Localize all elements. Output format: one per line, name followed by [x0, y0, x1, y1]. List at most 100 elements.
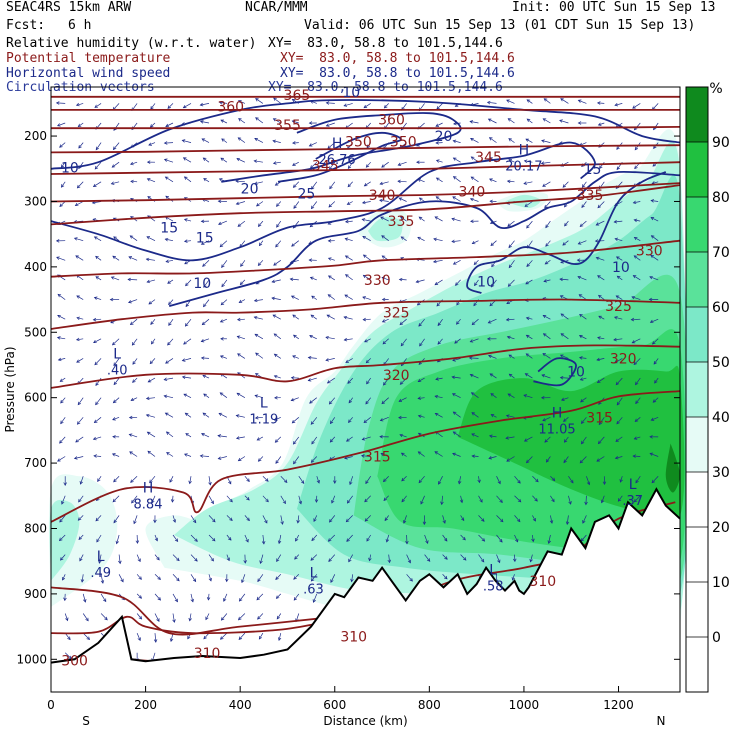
circulation-vector-head — [76, 421, 81, 425]
circulation-vector-head — [93, 454, 97, 458]
circulation-vector-head — [580, 399, 584, 403]
circulation-vector-head — [113, 381, 118, 386]
circulation-vector — [165, 238, 174, 242]
circulation-vector-head — [654, 379, 658, 384]
circulation-vector-head — [146, 279, 151, 284]
circulation-vector-head — [282, 500, 286, 505]
circulation-vector — [344, 456, 353, 459]
circulation-vector — [183, 393, 192, 399]
circulation-vector — [154, 574, 161, 580]
circulation-vector-head — [325, 358, 330, 362]
circulation-vector-head — [73, 456, 78, 460]
circulation-vector-head — [129, 451, 133, 455]
circulation-vector-head — [75, 255, 79, 259]
circulation-vector-head — [416, 301, 421, 306]
circulation-vector — [496, 515, 504, 522]
circulation-vector-head — [199, 120, 204, 124]
circulation-vector-head — [271, 296, 275, 301]
circulation-vector-head — [615, 295, 620, 299]
circulation-vector — [348, 417, 353, 423]
circulation-vector-head — [632, 105, 636, 109]
circulation-vector-head — [505, 317, 510, 322]
circulation-vector-head — [237, 616, 242, 621]
circulation-vector — [328, 554, 336, 562]
colorbar-label: 0 — [712, 630, 721, 646]
circulation-vector — [401, 495, 407, 503]
circulation-vector-head — [80, 579, 85, 583]
circulation-vector-head — [130, 179, 134, 184]
fcst-label: Fcst: — [6, 18, 46, 33]
circulation-vector-head — [246, 478, 250, 483]
circulation-vector-head — [77, 123, 82, 128]
circulation-vector — [132, 358, 138, 365]
circulation-vector-head — [471, 454, 476, 458]
circulation-vector-head — [236, 157, 240, 162]
circulation-vector — [57, 456, 66, 462]
circulation-vector — [61, 495, 66, 505]
circulation-vector — [400, 338, 407, 347]
circulation-vector-head — [348, 419, 352, 423]
circulation-vector — [77, 417, 84, 425]
circulation-vector-head — [238, 299, 243, 303]
circulation-vector — [579, 294, 587, 300]
circulation-vector-head — [112, 498, 117, 503]
circulation-vector-head — [350, 578, 354, 583]
circulation-vector-head — [362, 296, 366, 300]
circulation-vector — [328, 534, 336, 542]
circulation-vector — [293, 334, 299, 340]
circulation-vector — [541, 374, 551, 379]
circulation-vector — [75, 436, 84, 443]
circulation-vector — [634, 219, 641, 222]
circulation-vector — [79, 554, 84, 561]
circulation-vector — [262, 495, 269, 502]
circulation-vector — [652, 338, 659, 345]
circulation-vector-head — [241, 579, 245, 584]
circulation-vector-head — [110, 181, 115, 185]
circulation-vector-head — [203, 393, 207, 397]
circulation-vector — [259, 632, 264, 640]
circulation-vector-head — [435, 159, 440, 163]
circulation-vector-head — [615, 381, 620, 386]
circulation-vector — [257, 436, 264, 441]
circulation-vector — [563, 456, 569, 463]
circulation-vector — [190, 515, 197, 523]
circulation-vector — [293, 201, 300, 209]
circulation-vector — [548, 534, 551, 544]
circulation-vector-head — [163, 394, 168, 399]
circulation-vector-head — [129, 321, 134, 326]
circulation-vector-head — [146, 160, 151, 164]
circulation-vector-head — [112, 255, 116, 259]
circulation-vector — [507, 220, 515, 227]
circulation-vector — [57, 294, 66, 300]
circulation-vector-head — [77, 401, 82, 406]
circulation-vector-head — [471, 433, 475, 437]
circulation-vector-head — [617, 498, 622, 502]
colorbar-label: 10 — [712, 575, 730, 591]
circulation-vector — [254, 181, 263, 185]
circulation-vector-head — [328, 400, 333, 405]
circulation-vector — [93, 455, 102, 457]
circulation-vector — [631, 318, 641, 321]
circulation-vector-head — [293, 205, 297, 209]
circulation-vector — [166, 259, 174, 263]
circulation-vector — [208, 574, 212, 582]
circulation-vector-head — [210, 557, 214, 562]
circulation-vector-head — [420, 500, 424, 505]
wind-contour-10 — [50, 99, 681, 170]
circulation-vector-head — [220, 157, 225, 161]
circulation-vector — [208, 554, 214, 562]
circulation-vector — [436, 159, 443, 163]
circulation-vector — [382, 318, 389, 323]
extremum-kind: L — [489, 562, 497, 578]
circulation-vector-head — [490, 393, 494, 397]
theta-label: 330 — [636, 244, 663, 260]
circulation-vector-head — [228, 480, 232, 485]
circulation-vector-head — [595, 256, 600, 261]
circulation-vector-head — [254, 373, 259, 377]
circulation-vector — [113, 142, 120, 150]
theta-contour-355 — [50, 126, 681, 130]
circulation-vector — [473, 260, 479, 265]
circulation-vector — [164, 159, 174, 163]
circulation-vector — [349, 476, 354, 485]
circulation-vector-head — [409, 578, 413, 582]
